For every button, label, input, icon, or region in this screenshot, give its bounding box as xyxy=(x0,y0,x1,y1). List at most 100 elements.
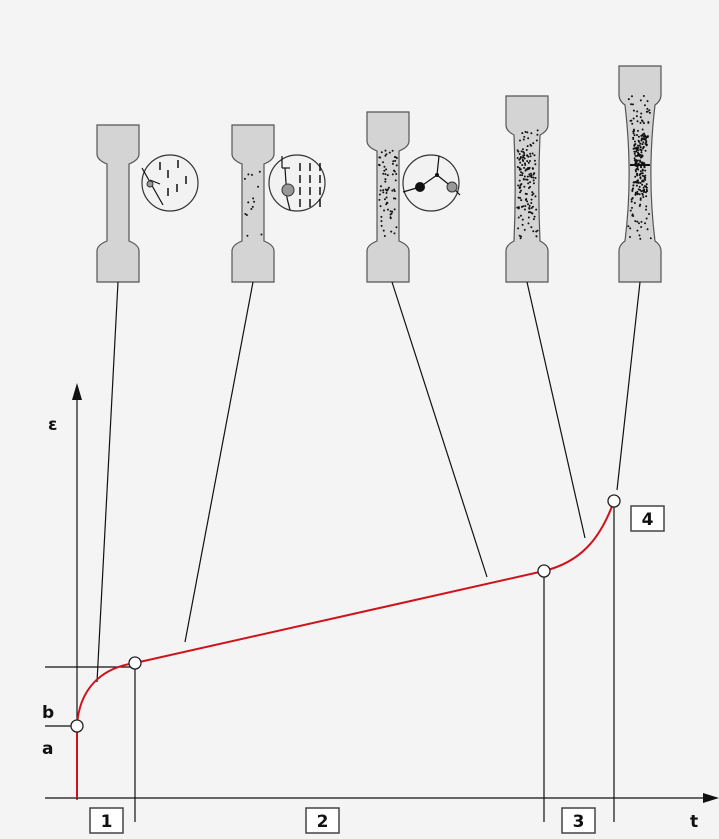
void xyxy=(391,189,394,192)
void xyxy=(526,200,529,203)
specimen xyxy=(231,124,275,283)
void xyxy=(641,192,644,195)
void xyxy=(525,198,528,201)
void xyxy=(642,141,645,144)
void xyxy=(636,190,639,193)
void xyxy=(630,95,633,98)
void xyxy=(632,132,635,135)
void xyxy=(633,147,636,150)
void xyxy=(533,215,536,218)
void xyxy=(526,178,529,181)
void xyxy=(528,204,531,207)
void xyxy=(521,132,524,135)
void xyxy=(530,172,533,175)
void xyxy=(380,220,383,223)
void xyxy=(636,110,639,113)
void xyxy=(635,150,638,153)
void xyxy=(646,100,649,103)
void xyxy=(636,159,639,162)
void xyxy=(392,160,395,163)
void xyxy=(146,180,154,188)
void xyxy=(639,188,642,191)
void xyxy=(384,180,387,183)
void xyxy=(645,188,648,191)
void xyxy=(633,157,636,160)
void xyxy=(247,201,250,204)
void xyxy=(518,168,521,171)
void xyxy=(639,146,642,149)
void xyxy=(523,152,526,155)
void xyxy=(517,227,520,230)
specimen xyxy=(366,111,410,283)
void xyxy=(527,182,530,185)
void xyxy=(387,186,390,189)
void xyxy=(636,179,639,182)
void xyxy=(378,163,381,166)
void xyxy=(630,103,633,106)
void xyxy=(533,159,536,162)
void xyxy=(383,198,386,201)
void xyxy=(645,141,648,144)
void xyxy=(518,152,521,155)
void xyxy=(258,170,261,173)
void xyxy=(629,227,632,230)
void xyxy=(521,172,524,175)
leader-line xyxy=(96,281,119,683)
void xyxy=(644,174,647,177)
void xyxy=(640,225,643,228)
void xyxy=(636,229,639,232)
stage-boxes: 1 2 3 4 xyxy=(89,505,665,834)
void xyxy=(524,204,527,207)
void xyxy=(645,208,648,211)
void xyxy=(632,136,635,139)
zoom-circle xyxy=(402,154,460,212)
void xyxy=(523,135,526,138)
void xyxy=(634,220,637,223)
void xyxy=(380,224,383,227)
void xyxy=(648,213,651,216)
void xyxy=(524,192,527,195)
y-arrow xyxy=(72,383,82,400)
void xyxy=(395,226,398,229)
void xyxy=(639,203,642,206)
leader-line xyxy=(184,281,254,643)
leader-line xyxy=(526,281,586,539)
void xyxy=(384,149,387,152)
void xyxy=(636,165,639,168)
stage-box xyxy=(561,807,596,834)
void xyxy=(530,206,533,209)
void xyxy=(530,226,533,229)
void xyxy=(525,149,528,152)
void xyxy=(252,197,255,200)
void xyxy=(641,169,644,172)
void xyxy=(523,154,526,157)
leader-lines xyxy=(96,281,641,683)
void xyxy=(648,111,651,114)
void xyxy=(251,205,254,208)
void xyxy=(253,200,256,203)
void xyxy=(631,190,634,193)
void xyxy=(390,230,393,233)
void xyxy=(530,211,533,214)
void xyxy=(643,177,646,180)
void xyxy=(636,174,639,177)
specimens xyxy=(96,65,662,283)
void xyxy=(531,191,534,194)
void xyxy=(532,176,535,179)
void xyxy=(531,167,534,170)
void xyxy=(521,174,524,177)
void xyxy=(637,144,640,147)
void xyxy=(648,109,651,112)
void xyxy=(526,131,529,134)
void xyxy=(250,173,253,176)
void xyxy=(528,160,531,163)
void xyxy=(639,170,642,173)
void xyxy=(630,206,633,209)
void xyxy=(527,203,530,206)
void xyxy=(521,218,524,221)
stage-box xyxy=(630,505,665,532)
void xyxy=(379,205,382,208)
void xyxy=(634,169,637,172)
void xyxy=(530,198,533,201)
void xyxy=(529,155,532,158)
